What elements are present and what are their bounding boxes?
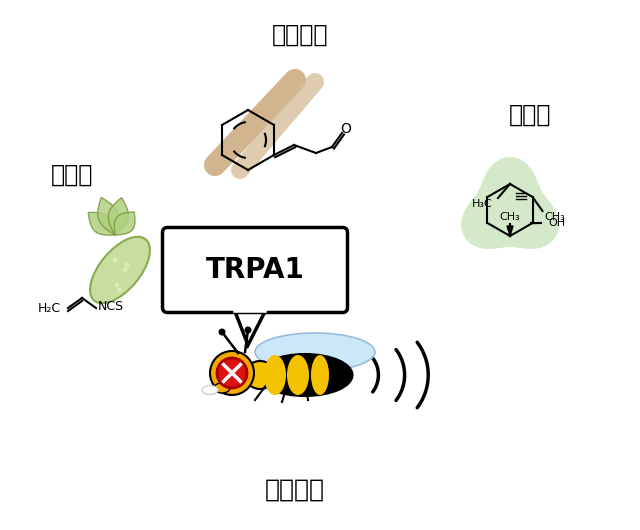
Polygon shape	[461, 157, 559, 249]
Polygon shape	[108, 198, 129, 235]
Ellipse shape	[257, 354, 353, 396]
Polygon shape	[235, 312, 265, 345]
Text: シナモン: シナモン	[272, 23, 328, 47]
Text: TRPA1: TRPA1	[205, 256, 305, 284]
Circle shape	[217, 358, 247, 388]
Text: H₂C: H₂C	[38, 302, 61, 314]
Ellipse shape	[90, 237, 150, 303]
Text: 忌避行動: 忌避行動	[265, 478, 325, 502]
Text: OH: OH	[548, 218, 566, 228]
Polygon shape	[98, 197, 118, 235]
Ellipse shape	[245, 361, 275, 389]
Circle shape	[218, 329, 225, 335]
Ellipse shape	[202, 385, 218, 394]
Ellipse shape	[214, 383, 230, 393]
Text: CH₃: CH₃	[500, 212, 520, 222]
Circle shape	[210, 351, 254, 395]
Circle shape	[244, 326, 252, 333]
Text: H₃C: H₃C	[472, 199, 492, 209]
Polygon shape	[507, 226, 513, 236]
Circle shape	[113, 258, 118, 262]
FancyBboxPatch shape	[163, 227, 348, 313]
Text: CH₃: CH₃	[544, 212, 565, 222]
Polygon shape	[115, 212, 135, 235]
Circle shape	[115, 282, 120, 287]
Text: ミント: ミント	[509, 103, 551, 127]
Circle shape	[125, 262, 129, 268]
Text: ワサビ: ワサビ	[51, 163, 93, 187]
Ellipse shape	[311, 355, 329, 395]
Polygon shape	[88, 213, 115, 235]
Ellipse shape	[264, 355, 286, 395]
Text: O: O	[340, 122, 351, 136]
Circle shape	[118, 287, 122, 293]
Text: NCS: NCS	[98, 299, 124, 313]
Ellipse shape	[255, 333, 375, 371]
Ellipse shape	[287, 355, 309, 395]
Circle shape	[122, 268, 127, 272]
